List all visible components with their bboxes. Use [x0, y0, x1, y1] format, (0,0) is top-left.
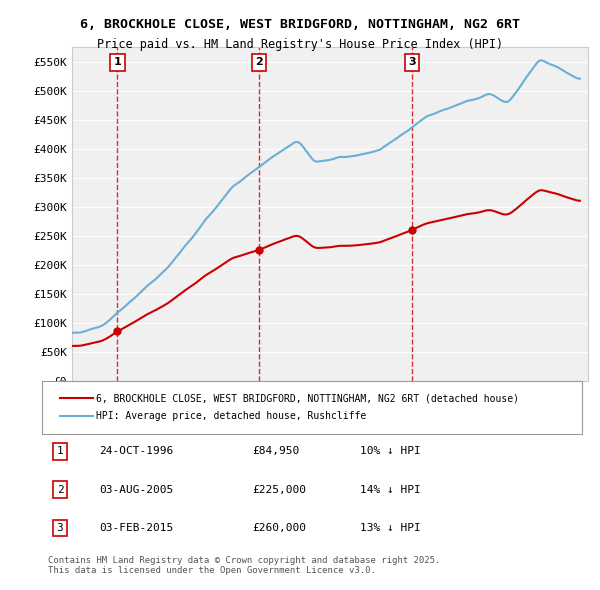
Text: 1: 1	[56, 447, 64, 456]
Text: Contains HM Land Registry data © Crown copyright and database right 2025.
This d: Contains HM Land Registry data © Crown c…	[48, 556, 440, 575]
Text: 3: 3	[408, 57, 416, 67]
Text: £225,000: £225,000	[252, 485, 306, 494]
Text: 24-OCT-1996: 24-OCT-1996	[99, 447, 173, 456]
Text: HPI: Average price, detached house, Rushcliffe: HPI: Average price, detached house, Rush…	[96, 411, 366, 421]
Text: 1: 1	[113, 57, 121, 67]
Text: 3: 3	[56, 523, 64, 533]
Text: £260,000: £260,000	[252, 523, 306, 533]
Text: 6, BROCKHOLE CLOSE, WEST BRIDGFORD, NOTTINGHAM, NG2 6RT: 6, BROCKHOLE CLOSE, WEST BRIDGFORD, NOTT…	[80, 18, 520, 31]
Text: £84,950: £84,950	[252, 447, 299, 456]
Text: 14% ↓ HPI: 14% ↓ HPI	[360, 485, 421, 494]
Text: Price paid vs. HM Land Registry's House Price Index (HPI): Price paid vs. HM Land Registry's House …	[97, 38, 503, 51]
Text: 13% ↓ HPI: 13% ↓ HPI	[360, 523, 421, 533]
Text: 6, BROCKHOLE CLOSE, WEST BRIDGFORD, NOTTINGHAM, NG2 6RT (detached house): 6, BROCKHOLE CLOSE, WEST BRIDGFORD, NOTT…	[96, 393, 519, 403]
Text: 2: 2	[56, 485, 64, 494]
Text: 03-AUG-2005: 03-AUG-2005	[99, 485, 173, 494]
Text: 2: 2	[255, 57, 263, 67]
Text: 10% ↓ HPI: 10% ↓ HPI	[360, 447, 421, 456]
Text: 03-FEB-2015: 03-FEB-2015	[99, 523, 173, 533]
